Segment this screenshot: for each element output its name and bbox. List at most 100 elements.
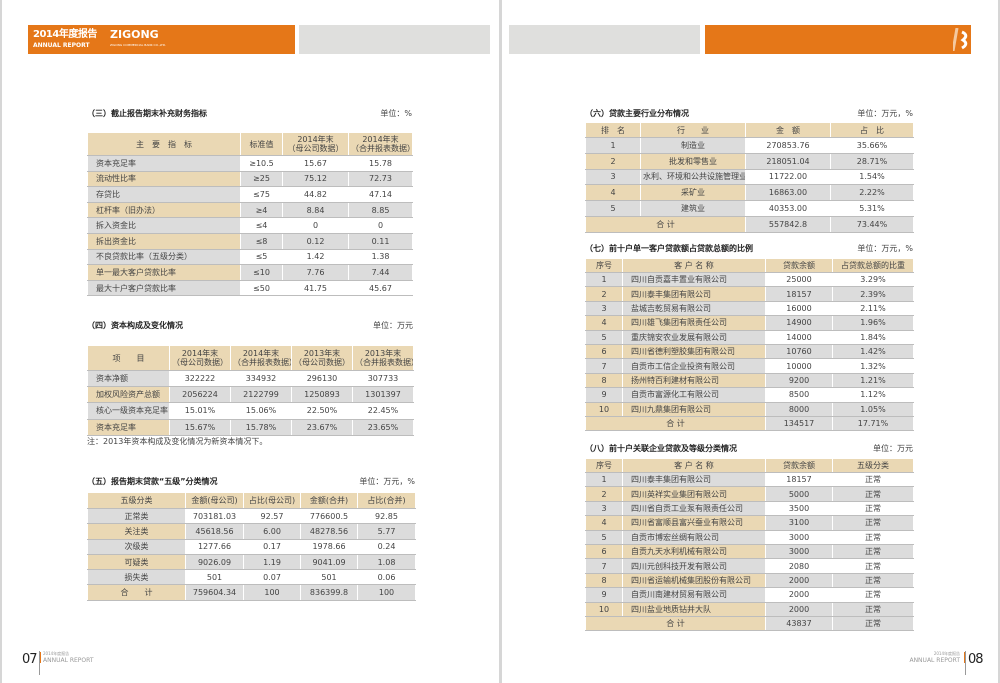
table-row: 4 采矿业 16863.00 2.22% — [585, 184, 914, 202]
total-cell: 43837 — [765, 615, 833, 632]
table-cell: 自贡市富源化工有限公司 — [622, 387, 766, 403]
table-cell: 正常 — [832, 471, 914, 488]
table-cell: ≤8 — [240, 232, 283, 250]
table-row: 单一最大客户贷款比率 ≤10 7.76 7.44 — [87, 264, 413, 281]
table-cell: 1.84% — [832, 329, 914, 345]
table-cell: 0.24 — [357, 538, 416, 555]
table-row: 6 四川省德利塑胶集团有限公司 10760 1.42% — [585, 343, 914, 360]
column-header: 2014年末 （母公司数据） — [282, 132, 349, 156]
table-cell: 次级类 — [87, 538, 186, 555]
table-cell: 1.05% — [832, 401, 914, 417]
table-cell: 四川省运输机械集团股份有限公司 — [622, 572, 766, 589]
data-table: 序号客 户 名 称贷款余额 占贷款总额的比重 1 四川自贡嘉丰置业有限公司 25000 3… — [585, 258, 914, 432]
table-cell: 9026.09 — [185, 553, 244, 571]
column-header: 五级分类 — [87, 492, 186, 509]
table-row: 核心一级资本充足率 15.01% 15.06% 22.50% 22.45% — [87, 402, 414, 420]
table-row: 1 四川泰丰集团有限公司 18157 正常 — [585, 471, 914, 488]
data-table: 主 要 指 标标准值 2014年末 （母公司数据） 2014年末 （合并报表数据） 资本充… — [87, 132, 413, 297]
table-cell: 0.07 — [243, 569, 301, 586]
table-cell: 自贡市博宏丝绸有限公司 — [622, 529, 766, 545]
column-header: 金额(母公司) — [185, 492, 244, 509]
table-cell: 杠杆率（旧办法） — [87, 201, 241, 219]
table-cell: 1250893 — [291, 386, 353, 404]
table-cell: 100 — [357, 584, 416, 601]
table-cell: 1.42 — [282, 248, 349, 266]
column-header: 2013年末 （合并报表数据） — [352, 345, 414, 371]
table-cell: 10000 — [765, 358, 833, 374]
bank-logo-icon — [953, 28, 968, 51]
footer-rule-right — [965, 651, 966, 675]
table-cell: 15.01% — [169, 402, 231, 420]
page-edge-left — [0, 0, 2, 683]
table-cell: 35.66% — [830, 137, 914, 154]
table-cell: 44.82 — [282, 186, 349, 203]
table-cell: 10760 — [765, 343, 833, 360]
table-cell: 7.76 — [282, 264, 349, 281]
column-header: 2014年末 （母公司数据） — [169, 345, 231, 371]
table-cell: 7 — [585, 358, 623, 374]
table-row: 7 四川元创科技开发有限公司 2080 正常 — [585, 558, 914, 574]
table-cell: 92.85 — [357, 507, 416, 525]
table-row: 8 扬州特百利建材有限公司 9200 1.21% — [585, 372, 914, 389]
table-cell: 4 — [585, 315, 623, 331]
table-row: 4 四川省富顺县富兴蚕业有限公司 3100 正常 — [585, 515, 914, 531]
table-row: 可疑类 9026.09 1.19 9041.09 1.08 — [87, 553, 416, 571]
table-cell: 不良贷款比率（五级分类） — [87, 248, 241, 266]
table-cell: 3 — [585, 300, 623, 317]
table-cell: 0.06 — [357, 569, 416, 586]
table-cell: 加权风险资产总额 — [87, 386, 170, 404]
table-cell: 0.11 — [348, 232, 413, 250]
table-row: 2 批发和零售业 218051.04 28.71% — [585, 152, 914, 170]
header-banner-left: 2014年度报告 ANNUAL REPORT ZIGONG ZIGONG COM… — [28, 25, 295, 54]
table-row: 资本充足率 15.67% 15.78% 23.67% 23.65% — [87, 418, 414, 436]
table-cell: 9041.09 — [300, 553, 358, 571]
column-header: 序号 — [585, 258, 623, 273]
table-cell: 2.22% — [830, 184, 914, 202]
table-cell: 四川盐业地质钻井大队 — [622, 601, 766, 617]
data-table: 序号客 户 名 称贷款余额 五级分类 1 四川泰丰集团有限公司 18157 正常 2 四川英祥… — [585, 458, 914, 632]
table-header-row: 序号客 户 名 称贷款余额 五级分类 — [585, 458, 914, 473]
table-cell: 48278.56 — [300, 523, 358, 540]
table-row: 4 四川雄飞集团有限责任公司 14900 1.96% — [585, 315, 914, 331]
header-banner-right — [705, 25, 971, 54]
total-cell: 17.71% — [832, 415, 914, 432]
table-header-row: 五级分类 金额(母公司) 占比(母公司) 金额(合并) 占比(合并) — [87, 492, 416, 509]
table-cell: 1 — [585, 137, 641, 154]
table-cell: 218051.04 — [745, 152, 831, 170]
table-unit: 单位：万元，% — [857, 109, 913, 118]
footer-label-en: ANNUAL REPORT — [43, 657, 94, 664]
footer-label-en: ANNUAL REPORT — [909, 657, 960, 664]
table-cell: 单一最大客户贷款比率 — [87, 264, 241, 281]
logo-bank-name: ZIGONG COMMERCIAL BANK CO.,LTD. — [110, 43, 167, 47]
table-cell: 四川省富顺县富兴蚕业有限公司 — [622, 515, 766, 531]
table-cell: 23.65% — [352, 418, 414, 436]
table-row: 7 自贡市工信企业投资有限公司 10000 1.32% — [585, 358, 914, 374]
table-cell: 2000 — [765, 601, 833, 617]
table-cell: ≤10 — [240, 264, 283, 281]
table-cell: 正常 — [832, 515, 914, 531]
table-cell: 23.67% — [291, 418, 353, 436]
column-header: 2013年末 （母公司数据） — [291, 345, 353, 371]
table-cell: 8000 — [765, 401, 833, 417]
table-cell: 正常 — [832, 529, 914, 545]
table-cell: 4 — [585, 184, 641, 202]
table-row: 流动性比率 ≥25 75.12 72.73 — [87, 170, 413, 188]
column-header: 客 户 名 称 — [622, 458, 766, 473]
table-total-row: 合 计 557842.8 73.44% — [585, 215, 914, 233]
table-title: （七）前十户单一客户贷款额占贷款总额的比例 — [585, 244, 753, 253]
table-cell: 8500 — [765, 387, 833, 403]
table-unit: 单位：万元，% — [359, 477, 415, 486]
table-title: （六）贷款主要行业分布情况 — [585, 109, 689, 118]
table-cell: 扬州特百利建材有限公司 — [622, 372, 766, 389]
table-cell: 18157 — [765, 286, 833, 302]
table-cell: 正常 — [832, 601, 914, 617]
table-cell: 9 — [585, 587, 623, 603]
table-cell: 正常 — [832, 486, 914, 502]
table-cell: 759604.34 — [185, 584, 244, 601]
table-cell: ≤75 — [240, 186, 283, 203]
table-cell: 5 — [585, 529, 623, 545]
table-cell: 22.45% — [352, 402, 414, 420]
table-cell: 正常 — [832, 558, 914, 574]
table-cell: 6 — [585, 343, 623, 360]
table-cell: 8 — [585, 372, 623, 389]
